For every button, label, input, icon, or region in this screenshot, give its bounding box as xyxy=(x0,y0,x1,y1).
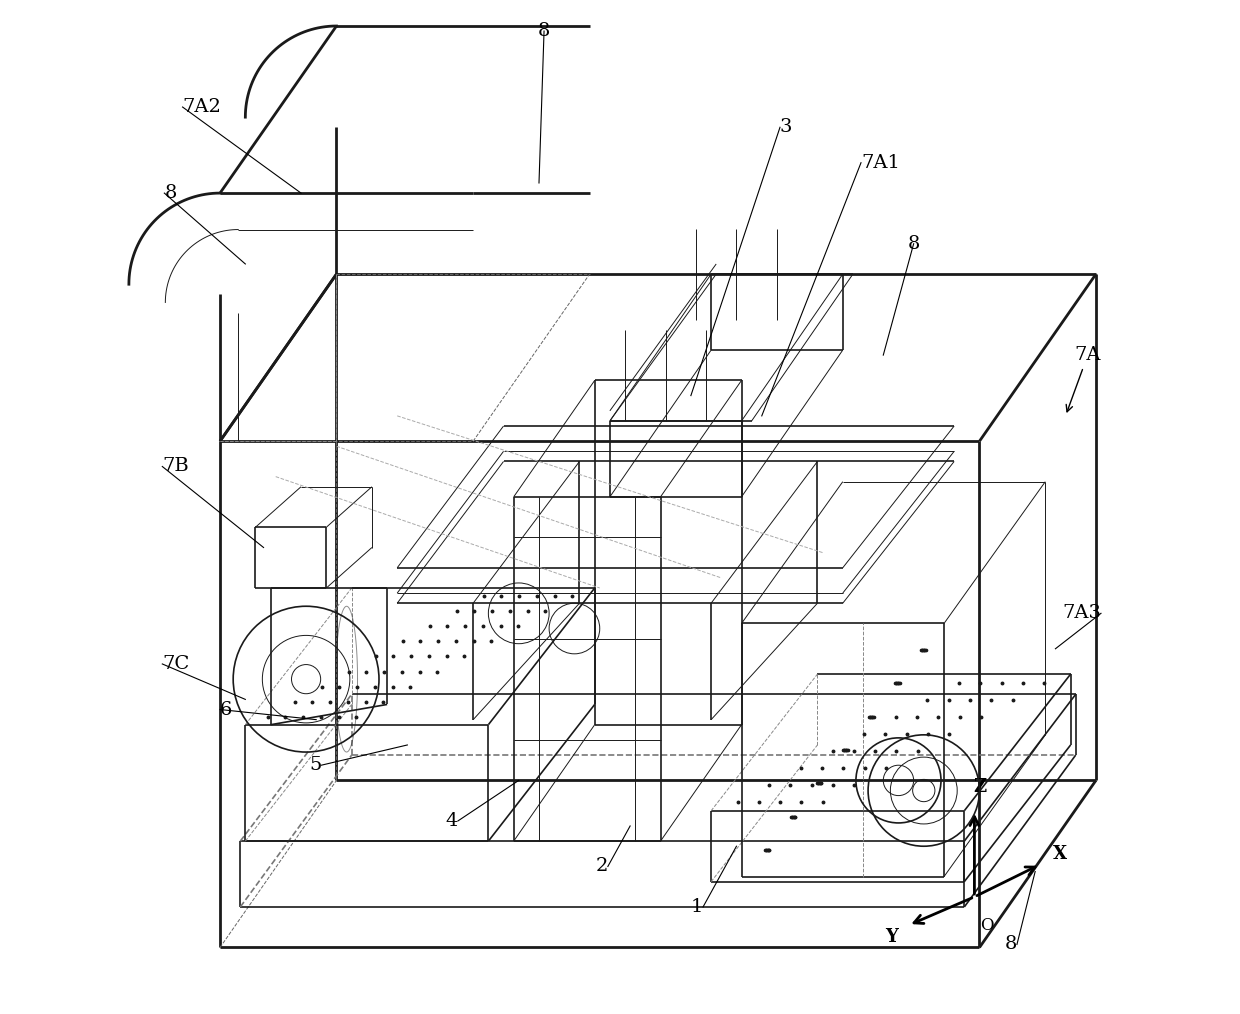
Text: 1: 1 xyxy=(691,898,703,916)
Text: 4: 4 xyxy=(445,812,458,829)
Text: 2: 2 xyxy=(595,858,608,875)
Text: 7A: 7A xyxy=(1066,346,1101,412)
Text: 3: 3 xyxy=(780,119,792,136)
Text: 7A3: 7A3 xyxy=(1061,604,1101,623)
Text: 6: 6 xyxy=(219,701,232,719)
Text: 8: 8 xyxy=(165,185,177,202)
Text: Z: Z xyxy=(973,778,986,796)
Text: Y: Y xyxy=(885,929,899,946)
Text: 8: 8 xyxy=(538,22,551,41)
Text: X: X xyxy=(1053,846,1066,863)
Text: 8: 8 xyxy=(908,234,920,252)
Text: O: O xyxy=(980,917,993,934)
Text: 7C: 7C xyxy=(162,655,190,673)
Text: 7A2: 7A2 xyxy=(182,98,222,116)
Text: 7B: 7B xyxy=(162,457,188,476)
Text: 5: 5 xyxy=(309,756,321,775)
Text: 8: 8 xyxy=(1004,936,1017,953)
Text: 7A1: 7A1 xyxy=(861,154,900,171)
